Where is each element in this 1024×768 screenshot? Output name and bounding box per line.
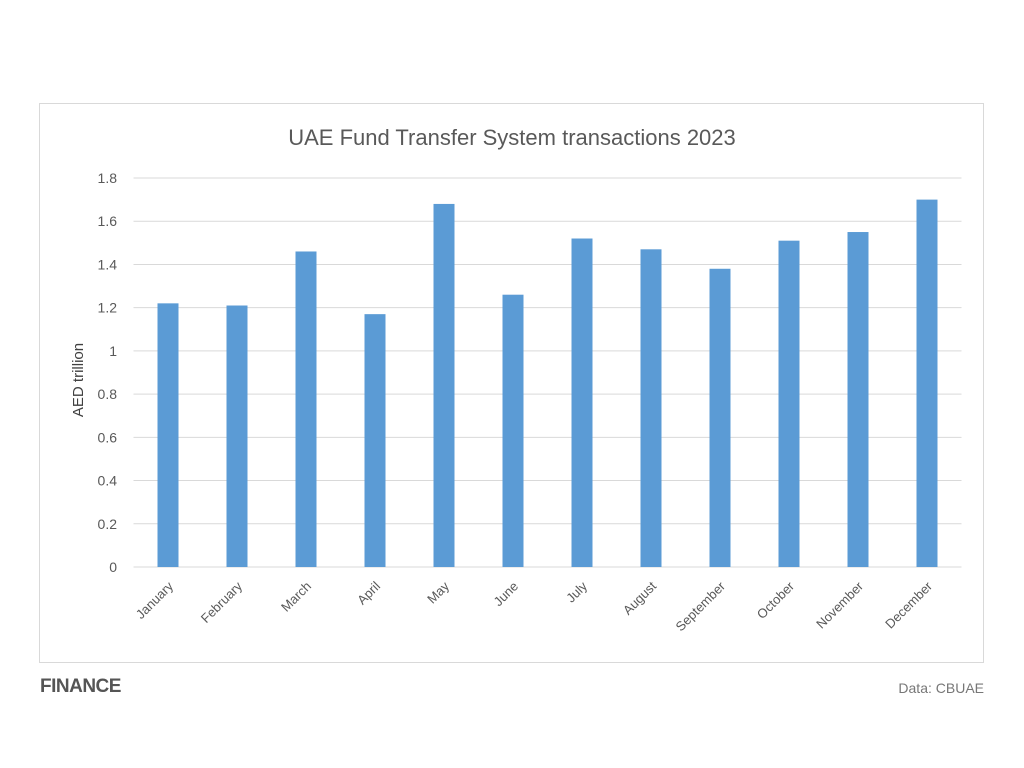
x-tick-label: June	[491, 579, 522, 610]
data-source: Data: CBUAE	[898, 680, 984, 696]
bar-may	[433, 203, 455, 567]
bar-august	[640, 249, 662, 568]
chart-title: UAE Fund Transfer System transactions 20…	[288, 125, 736, 150]
finance-logo: FINANCE	[40, 676, 121, 697]
x-tick-label: September	[673, 578, 729, 634]
bar-february	[226, 305, 248, 567]
x-tick-label: April	[354, 578, 383, 607]
x-tick-label: May	[424, 578, 452, 606]
bar-september	[709, 268, 731, 567]
x-tick-label: February	[198, 578, 246, 626]
bar-march	[295, 251, 317, 567]
bar-april	[364, 314, 386, 567]
y-tick-label: 1.6	[98, 213, 118, 229]
x-tick-label: October	[754, 578, 798, 622]
x-tick-label: November	[813, 578, 866, 631]
bar-november	[847, 232, 869, 567]
y-tick-label: 0.2	[98, 516, 118, 532]
x-tick-label: July	[563, 578, 590, 605]
x-tick-label: December	[882, 578, 935, 631]
y-tick-label: 0.4	[98, 473, 118, 489]
y-tick-label: 1.2	[98, 300, 118, 316]
y-tick-label: 1.8	[98, 170, 118, 186]
y-tick-label: 0.8	[98, 386, 118, 402]
chart-frame	[39, 103, 984, 663]
x-tick-label: January	[133, 578, 177, 622]
bar-december	[916, 199, 938, 567]
bar-october	[778, 240, 800, 567]
x-tick-label: March	[278, 579, 314, 615]
y-axis-label: AED trillion	[70, 343, 87, 417]
bar-june	[502, 294, 524, 567]
y-tick-label: 0.6	[98, 429, 118, 445]
y-tick-label: 1.4	[98, 256, 118, 272]
bar-january	[157, 303, 179, 567]
y-tick-label: 0	[109, 559, 117, 575]
y-tick-label: 1	[109, 343, 117, 359]
x-tick-label: August	[620, 578, 659, 617]
bar-july	[571, 238, 593, 567]
